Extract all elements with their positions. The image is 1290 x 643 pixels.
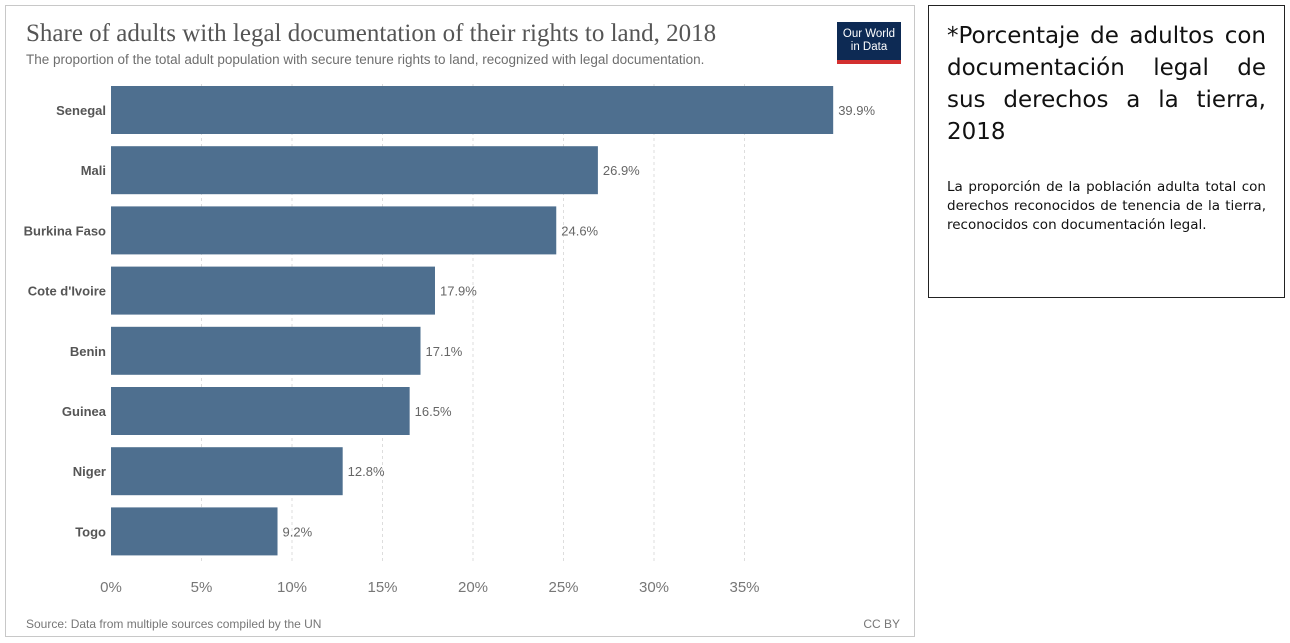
- logo-line-2: in Data: [850, 41, 888, 53]
- bar-1: [111, 146, 598, 195]
- bar-6: [111, 447, 343, 496]
- x-tick-label-0: 0%: [100, 579, 122, 596]
- logo-line-1: Our World: [842, 28, 896, 40]
- chart-subtitle: The proportion of the total adult popula…: [26, 52, 705, 67]
- source-note: Source: Data from multiple sources compi…: [26, 617, 322, 631]
- value-label-3: 17.9%: [440, 284, 477, 299]
- bar-7: [111, 507, 278, 556]
- category-label-7: Togo: [75, 524, 106, 539]
- category-label-1: Mali: [81, 163, 106, 178]
- translation-note-panel: *Porcentaje de adultos con documentación…: [928, 5, 1285, 298]
- value-label-1: 26.9%: [603, 163, 640, 178]
- category-label-2: Burkina Faso: [24, 223, 106, 238]
- our-world-in-data-logo[interactable]: Our World in Data: [837, 22, 901, 64]
- value-label-7: 9.2%: [283, 524, 313, 539]
- category-label-3: Cote d'Ivoire: [28, 284, 106, 299]
- note-title: *Porcentaje de adultos con documentación…: [947, 23, 1266, 145]
- x-tick-label-35: 35%: [729, 579, 759, 596]
- bar-2: [111, 206, 557, 255]
- x-tick-label-25: 25%: [548, 579, 578, 596]
- license-label[interactable]: CC BY: [863, 617, 900, 631]
- value-label-4: 17.1%: [426, 344, 463, 359]
- x-tick-label-20: 20%: [458, 579, 488, 596]
- x-tick-label-30: 30%: [639, 579, 669, 596]
- chart-title: Share of adults with legal documentation…: [26, 20, 717, 47]
- category-label-0: Senegal: [56, 103, 106, 118]
- bar-5: [111, 387, 410, 435]
- category-label-5: Guinea: [62, 404, 107, 419]
- value-label-5: 16.5%: [415, 404, 452, 419]
- x-tick-label-10: 10%: [277, 579, 307, 596]
- value-label-0: 39.9%: [838, 103, 875, 118]
- x-tick-label-15: 15%: [367, 579, 397, 596]
- category-label-6: Niger: [73, 464, 106, 479]
- bar-4: [111, 326, 421, 375]
- bar-chart-plot: 0% 5% 10% 15% 20% 25% 30% 35% Senegal 39.9% Mali 26…: [24, 84, 875, 596]
- note-body: La proporción de la población adulta tot…: [947, 179, 1266, 233]
- bar-3: [111, 266, 435, 315]
- x-tick-label-5: 5%: [191, 579, 213, 596]
- value-label-2: 24.6%: [561, 223, 598, 238]
- value-label-6: 12.8%: [348, 464, 385, 479]
- chart-panel: Share of adults with legal documentation…: [5, 5, 915, 637]
- category-label-4: Benin: [70, 344, 106, 359]
- bar-0: [111, 86, 834, 134]
